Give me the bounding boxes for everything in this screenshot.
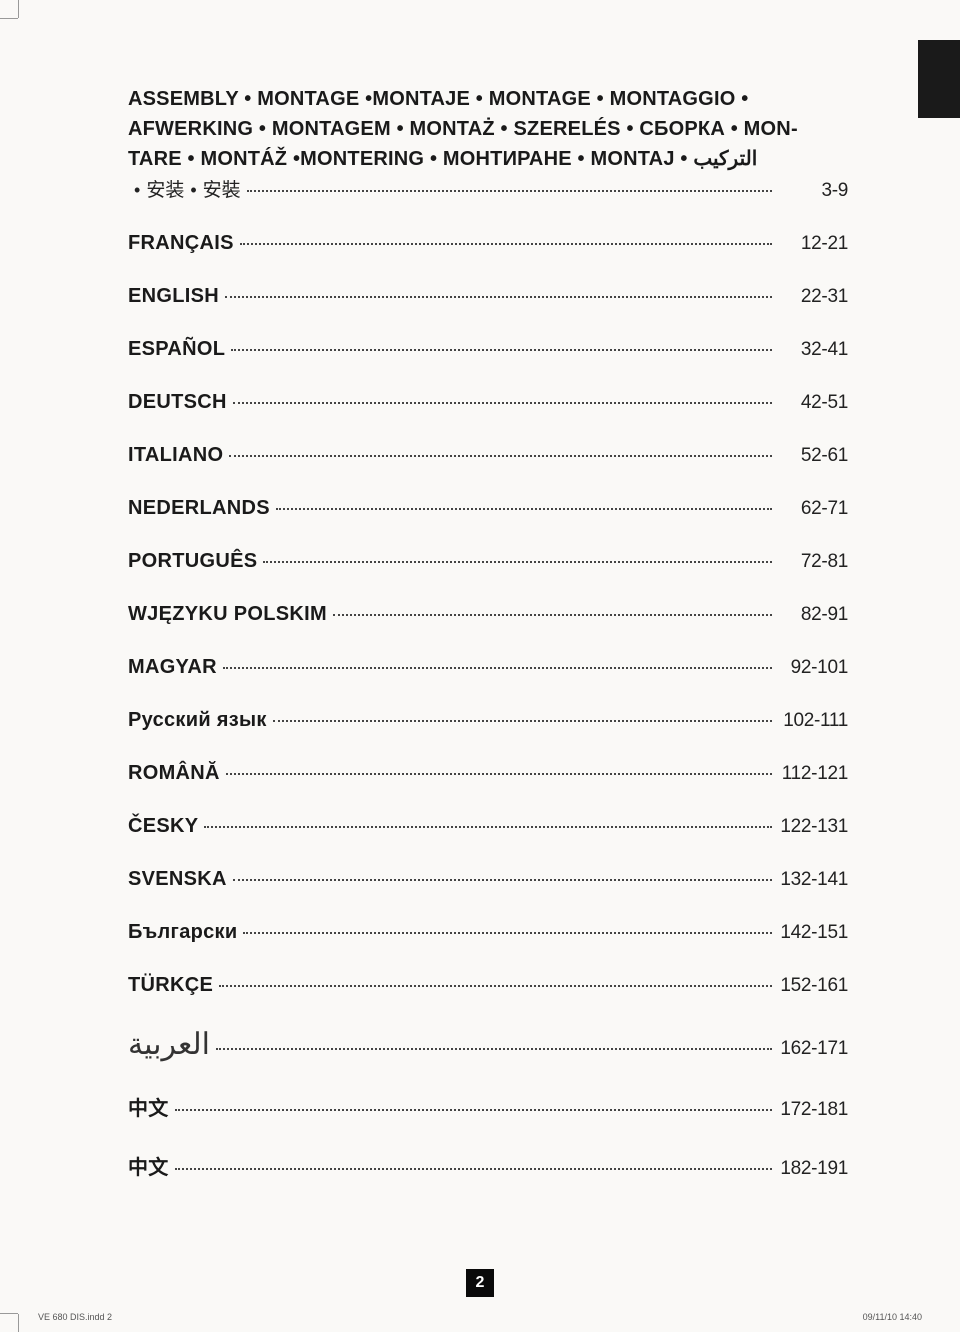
- language-label: العربية: [128, 1027, 210, 1062]
- toc-row: DEUTSCH 42-51: [128, 391, 848, 414]
- toc-row: ROMÂNĂ 112-121: [128, 762, 848, 785]
- leader-dots: [276, 508, 772, 510]
- page-range: 32-41: [778, 339, 848, 361]
- page-range: 182-191: [778, 1158, 848, 1180]
- toc-row: ENGLISH 22-31: [128, 285, 848, 308]
- cjk-label-1: 安装: [146, 175, 184, 202]
- language-label: ENGLISH: [128, 285, 219, 308]
- toc-row: Български 142-151: [128, 921, 848, 944]
- toc-row: FRANÇAIS 12-21: [128, 232, 848, 255]
- language-label: WJĘZYKU POLSKIM: [128, 603, 327, 626]
- page-range: 162-171: [778, 1038, 848, 1060]
- language-label: SVENSKA: [128, 868, 227, 891]
- assembly-heading-line-1: ASSEMBLY • MONTAGE •MONTAJE • MONTAGE • …: [128, 85, 848, 113]
- leader-dots: [226, 773, 772, 775]
- leader-dots: [233, 879, 772, 881]
- toc-row: 中文 182-191: [128, 1151, 848, 1180]
- language-label: Български: [128, 921, 237, 944]
- language-label: PORTUGUÊS: [128, 550, 257, 573]
- cjk-label-2: 安裝: [203, 175, 241, 202]
- leader-dots: [175, 1109, 772, 1111]
- toc-row: ITALIANO 52-61: [128, 444, 848, 467]
- language-label: DEUTSCH: [128, 391, 227, 414]
- language-label: ESPAÑOL: [128, 338, 225, 361]
- toc-row: WJĘZYKU POLSKIM 82-91: [128, 603, 848, 626]
- bullet-icon: •: [190, 180, 196, 201]
- language-label: FRANÇAIS: [128, 232, 234, 255]
- language-label: ITALIANO: [128, 444, 223, 467]
- toc-row: SVENSKA 132-141: [128, 868, 848, 891]
- crop-mark: [0, 18, 18, 19]
- language-label: 中文: [128, 1092, 169, 1121]
- leader-dots: [204, 826, 772, 828]
- page-range: 142-151: [778, 922, 848, 944]
- language-label: Русский язык: [128, 709, 267, 732]
- leader-dots: [175, 1168, 772, 1170]
- leader-dots: [229, 455, 772, 457]
- page-range: 62-71: [778, 498, 848, 520]
- toc-row: ESPAÑOL 32-41: [128, 338, 848, 361]
- language-label: ROMÂNĂ: [128, 762, 220, 785]
- footer-timestamp: 09/11/10 14:40: [863, 1312, 922, 1322]
- page-range: 102-111: [778, 710, 848, 732]
- leader-dots: [243, 932, 772, 934]
- content: ASSEMBLY • MONTAGE •MONTAJE • MONTAGE • …: [128, 85, 848, 1180]
- assembly-heading-line-3: TARE • MONTÁŽ •MONTERING • МОНТИРАНЕ • M…: [128, 145, 848, 173]
- page-range: 22-31: [778, 286, 848, 308]
- page-range: 92-101: [778, 657, 848, 679]
- crop-mark: [0, 1313, 18, 1314]
- language-label: TÜRKÇE: [128, 974, 213, 997]
- page-range: 72-81: [778, 551, 848, 573]
- thumb-tab: [918, 40, 960, 118]
- leader-dots: [273, 720, 772, 722]
- page-range: 3-9: [778, 180, 848, 202]
- leader-dots: [231, 349, 772, 351]
- page-number-badge: 2: [466, 1269, 494, 1297]
- leader-dots: [223, 667, 772, 669]
- leader-dots: [216, 1048, 772, 1050]
- assembly-heading-line-2: AFWERKING • MONTAGEM • MONTAŻ • SZERELÉS…: [128, 115, 848, 143]
- leader-dots: [240, 243, 772, 245]
- toc-row: العربية 162-171: [128, 1027, 848, 1062]
- toc-row: TÜRKÇE 152-161: [128, 974, 848, 997]
- toc-row: ČESKY 122-131: [128, 815, 848, 838]
- page-range: 152-161: [778, 975, 848, 997]
- leader-dots: [263, 561, 772, 563]
- crop-mark: [18, 1314, 19, 1332]
- page-range: 122-131: [778, 816, 848, 838]
- toc-row: MAGYAR 92-101: [128, 656, 848, 679]
- leader-dots: [219, 985, 772, 987]
- language-label: 中文: [128, 1151, 169, 1180]
- assembly-subrow: • 安装 • 安裝 3-9: [128, 175, 848, 202]
- page: ASSEMBLY • MONTAGE •MONTAJE • MONTAGE • …: [0, 0, 960, 1332]
- leader-dots: [225, 296, 772, 298]
- page-range: 132-141: [778, 869, 848, 891]
- leader-dots: [333, 614, 772, 616]
- crop-mark: [18, 0, 19, 18]
- language-label: ČESKY: [128, 815, 198, 838]
- toc-row: PORTUGUÊS 72-81: [128, 550, 848, 573]
- leader-dots: [247, 190, 772, 192]
- leader-dots: [233, 402, 772, 404]
- page-range: 112-121: [778, 763, 848, 785]
- page-range: 42-51: [778, 392, 848, 414]
- toc-list: FRANÇAIS 12-21 ENGLISH 22-31 ESPAÑOL 32-41 DEU…: [128, 232, 848, 1180]
- language-label: NEDERLANDS: [128, 497, 270, 520]
- page-range: 52-61: [778, 445, 848, 467]
- page-range: 172-181: [778, 1099, 848, 1121]
- bullet-icon: •: [134, 180, 140, 201]
- toc-row: Русский язык 102-111: [128, 709, 848, 732]
- toc-row: 中文 172-181: [128, 1092, 848, 1121]
- page-range: 82-91: [778, 604, 848, 626]
- page-range: 12-21: [778, 233, 848, 255]
- toc-row: NEDERLANDS 62-71: [128, 497, 848, 520]
- footer-filename: VE 680 DIS.indd 2: [38, 1312, 112, 1322]
- language-label: MAGYAR: [128, 656, 217, 679]
